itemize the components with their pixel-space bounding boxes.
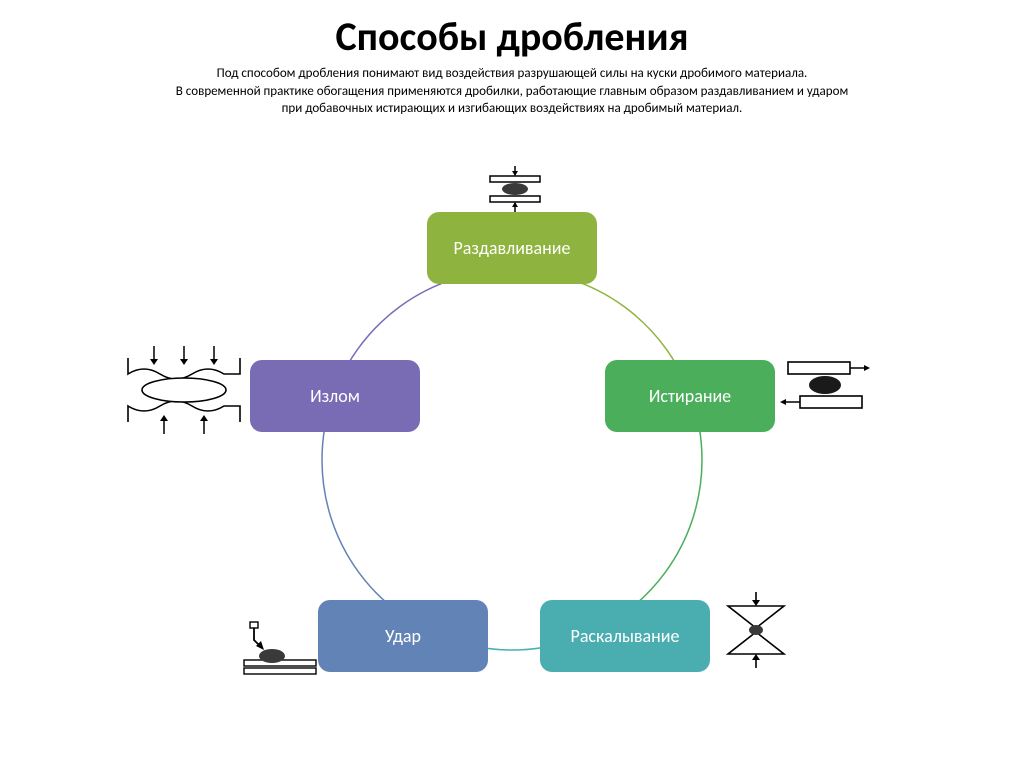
cycle-diagram: Раздавливание Истирание Раскалывание Удар Из… — [0, 160, 1024, 760]
node-label: Излом — [310, 385, 360, 407]
subtitle-line2: В современной практике обогащения примен… — [60, 83, 964, 101]
node-abrade: Истирание — [605, 360, 775, 432]
node-impact: Удар — [318, 600, 488, 672]
node-break: Излом — [250, 360, 420, 432]
crush-icon — [480, 166, 550, 212]
impact-icon — [240, 620, 320, 676]
node-label: Раскалывание — [571, 625, 680, 647]
node-label: Удар — [385, 625, 421, 647]
subtitle-line3: при добавочных истирающих и изгибающих в… — [60, 100, 964, 118]
node-label: Раздавливание — [454, 237, 571, 259]
abrade-icon — [780, 350, 870, 420]
subtitle: Под способом дробления понимают вид возд… — [0, 61, 1024, 118]
subtitle-line1: Под способом дробления понимают вид возд… — [60, 65, 964, 83]
node-crush: Раздавливание — [427, 212, 597, 284]
node-split: Раскалывание — [540, 600, 710, 672]
split-icon — [716, 590, 796, 670]
break-icon — [120, 340, 250, 440]
node-label: Истирание — [649, 385, 731, 407]
page-title: Способы дробления — [0, 0, 1024, 61]
